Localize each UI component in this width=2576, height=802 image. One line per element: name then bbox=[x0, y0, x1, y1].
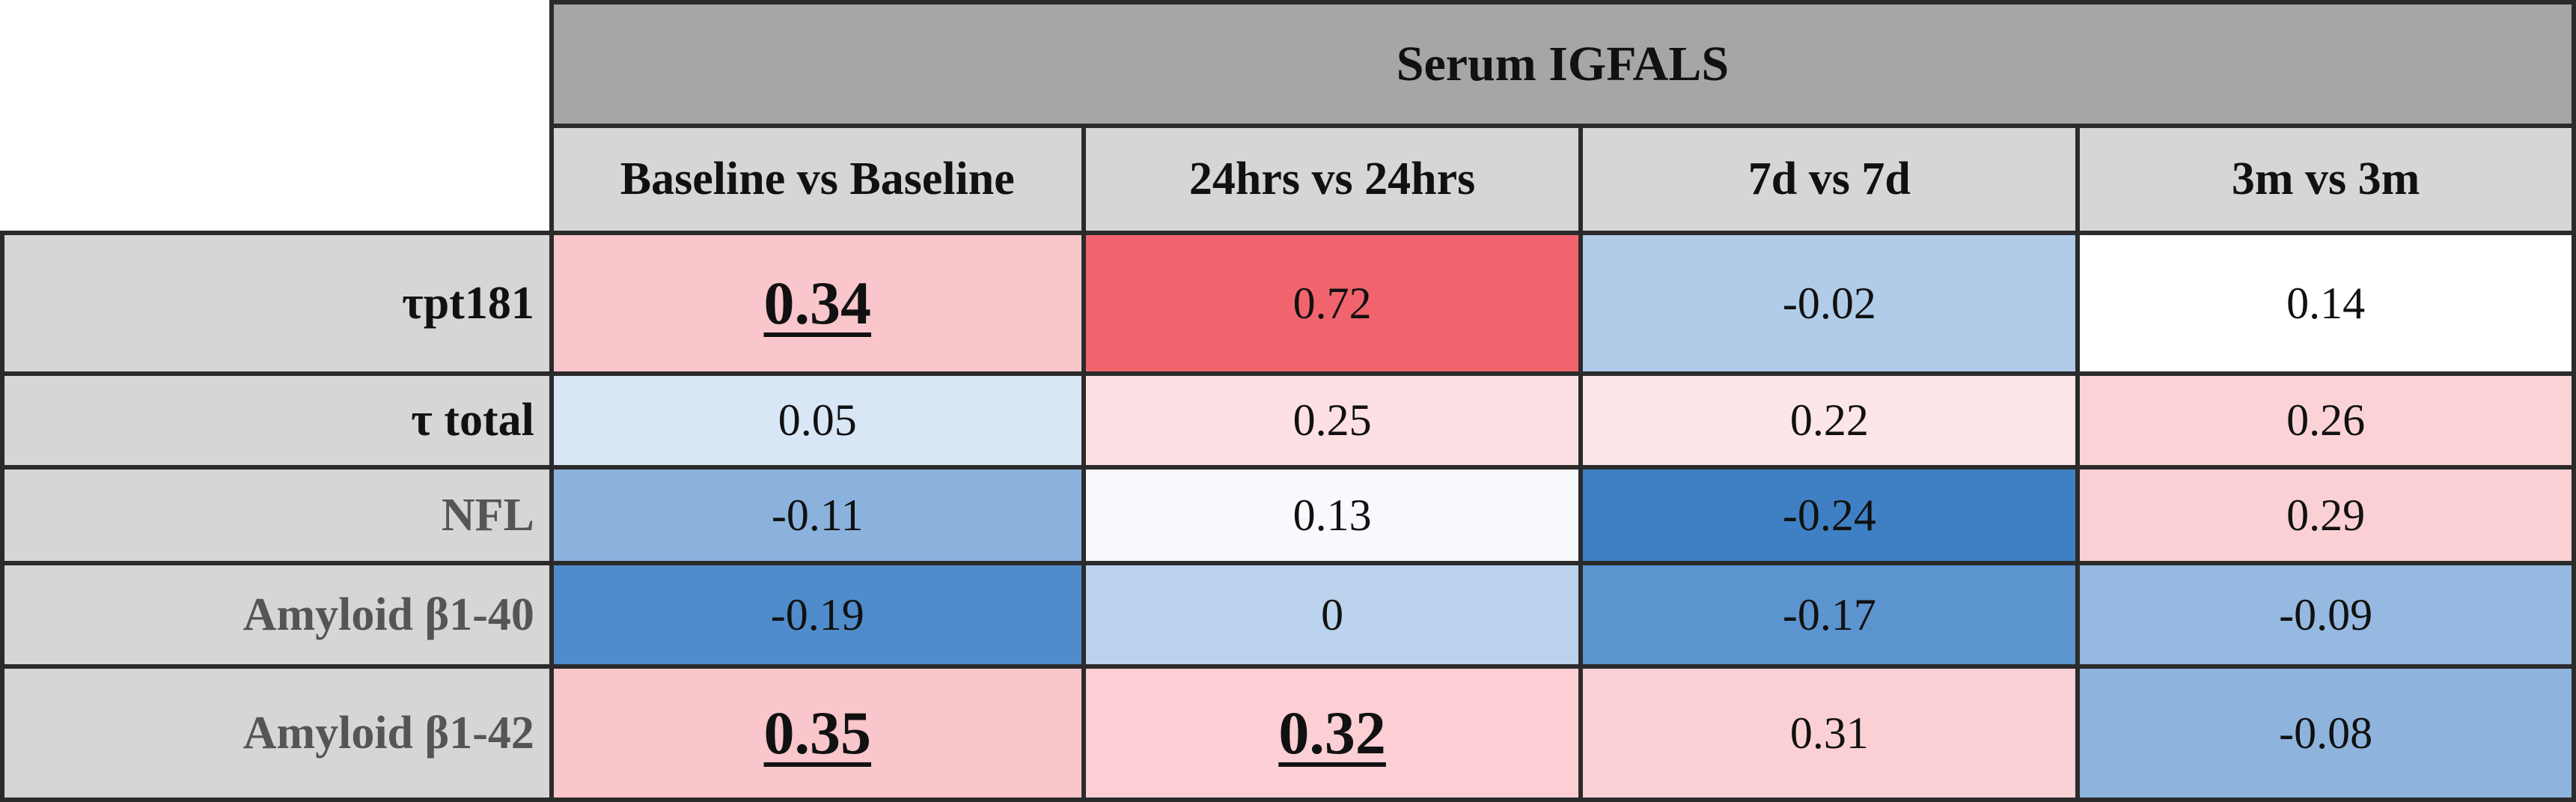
heatmap-cell: 0.05 bbox=[549, 371, 1086, 470]
heatmap-cell: -0.02 bbox=[1578, 231, 2081, 376]
table-title: Serum IGFALS bbox=[549, 0, 2576, 128]
table-row: Amyloid β1-40 -0.19 0 -0.17 -0.09 bbox=[0, 561, 2576, 669]
heatmap-cell: 0 bbox=[1081, 561, 1584, 669]
heatmap-cell: -0.11 bbox=[549, 465, 1086, 565]
row-label: τpt181 bbox=[0, 231, 554, 376]
row-label: τ total bbox=[0, 371, 554, 470]
heatmap-cell: -0.19 bbox=[549, 561, 1086, 669]
column-header: 7d vs 7d bbox=[1578, 124, 2081, 235]
table-row: τpt181 0.34 0.72 -0.02 0.14 bbox=[0, 231, 2576, 376]
row-label: NFL bbox=[0, 465, 554, 565]
heatmap-cell: 0.32 bbox=[1081, 664, 1584, 802]
table-row: τ total 0.05 0.25 0.22 0.26 bbox=[0, 371, 2576, 470]
row-label: Amyloid β1-42 bbox=[0, 664, 554, 802]
column-header: 24hrs vs 24hrs bbox=[1081, 124, 1584, 235]
heatmap-cell: 0.25 bbox=[1081, 371, 1584, 470]
heatmap-cell: 0.13 bbox=[1081, 465, 1584, 565]
heatmap-cell: -0.08 bbox=[2075, 664, 2576, 802]
table-row: Amyloid β1-42 0.35 0.32 0.31 -0.08 bbox=[0, 664, 2576, 802]
heatmap-cell: 0.34 bbox=[549, 231, 1086, 376]
table-row: NFL -0.11 0.13 -0.24 0.29 bbox=[0, 465, 2576, 565]
heatmap-cell: -0.09 bbox=[2075, 561, 2576, 669]
heatmap-cell: 0.31 bbox=[1578, 664, 2081, 802]
heatmap-cell: -0.17 bbox=[1578, 561, 2081, 669]
column-header: 3m vs 3m bbox=[2075, 124, 2576, 235]
heatmap-cell: 0.29 bbox=[2075, 465, 2576, 565]
heatmap-cell: 0.22 bbox=[1578, 371, 2081, 470]
corner-blank bbox=[2, 126, 552, 233]
row-label: Amyloid β1-40 bbox=[0, 561, 554, 669]
heatmap-cell: 0.72 bbox=[1081, 231, 1584, 376]
corner-blank bbox=[2, 2, 552, 126]
heatmap-cell: 0.35 bbox=[549, 664, 1086, 802]
column-header: Baseline vs Baseline bbox=[549, 124, 1086, 235]
heatmap-cell: -0.24 bbox=[1578, 465, 2081, 565]
heatmap-cell: 0.26 bbox=[2075, 371, 2576, 470]
heatmap-cell: 0.14 bbox=[2075, 231, 2576, 376]
